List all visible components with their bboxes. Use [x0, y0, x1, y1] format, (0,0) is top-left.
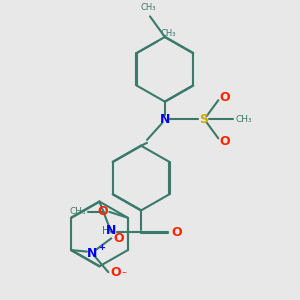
- Text: CH₃: CH₃: [236, 115, 252, 124]
- Text: CH₃: CH₃: [160, 29, 176, 38]
- Text: N: N: [106, 224, 117, 238]
- Text: O: O: [220, 91, 230, 104]
- Text: +: +: [98, 243, 105, 252]
- Text: O: O: [171, 226, 182, 239]
- Text: CH₃: CH₃: [141, 3, 156, 12]
- Text: S: S: [199, 113, 208, 126]
- Text: H: H: [102, 226, 110, 236]
- Text: N: N: [160, 113, 170, 126]
- Text: O: O: [97, 206, 108, 218]
- Text: ⁻: ⁻: [122, 270, 127, 280]
- Text: N: N: [87, 247, 97, 260]
- Text: CH₃: CH₃: [70, 207, 86, 216]
- Text: O: O: [220, 135, 230, 148]
- Text: O: O: [114, 232, 124, 245]
- Text: O: O: [111, 266, 121, 279]
